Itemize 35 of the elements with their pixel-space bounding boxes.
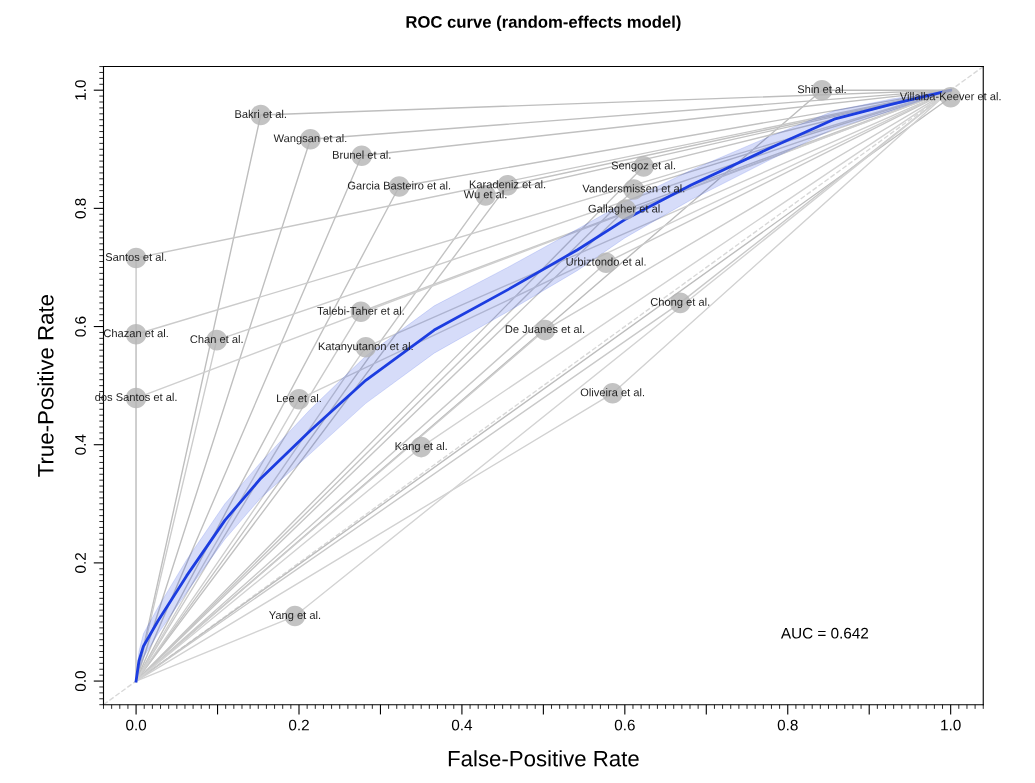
annotation: Chazan et al.	[103, 329, 168, 338]
annotation: AUC = 0.642	[780, 627, 869, 639]
annotation: Chan et al.	[190, 334, 243, 344]
annotation: Chong et al.	[650, 297, 710, 309]
y-tick-label: 0.6	[75, 316, 86, 337]
annotation: Talebi-Taher et al.	[317, 306, 404, 315]
x-tick-label: 0.2	[288, 719, 309, 731]
x-tick-label: 0.6	[614, 719, 635, 731]
annotation: Kang et al.	[395, 441, 447, 453]
y-axis-title: True-Positive Rate	[37, 295, 54, 477]
annotation: Wu et al.	[463, 190, 507, 199]
y-tick-label: 0.8	[75, 198, 86, 219]
annotation: Garcia Basteiro et al.	[347, 181, 451, 190]
x-tick-label: 0.0	[126, 719, 147, 731]
y-tick-label: 1.0	[75, 80, 86, 100]
y-tick-label: 0.4	[75, 434, 86, 455]
x-tick-label: 0.4	[451, 719, 473, 731]
annotation: Lee et al.	[277, 394, 321, 403]
annotation: Bakri et al.	[235, 109, 286, 118]
annotation: Sengoz et al.	[611, 161, 675, 172]
y-tick-label: 0.2	[75, 553, 86, 573]
annotation: Oliveira et al.	[580, 388, 645, 397]
x-tick-label: 0.8	[777, 719, 798, 731]
x-axis-title: False-Positive Rate	[448, 750, 639, 767]
annotation: De Juanes et al.	[505, 324, 585, 334]
y-tick-label: 0.0	[75, 671, 86, 692]
chart-title: ROC curve (random-effects model)	[406, 15, 681, 32]
x-tick-label: 1.0	[941, 719, 961, 731]
annotation: Wangsan et al.	[273, 134, 347, 145]
annotation: Santos et al.	[105, 252, 166, 261]
annotation: Karadeniz et al.	[469, 180, 546, 189]
annotation: Yang et al.	[269, 610, 321, 622]
annotation: Shin et al.	[797, 85, 846, 94]
annotation: Urbiztondo et al.	[566, 257, 646, 266]
annotation: Brunel et al.	[332, 150, 391, 159]
